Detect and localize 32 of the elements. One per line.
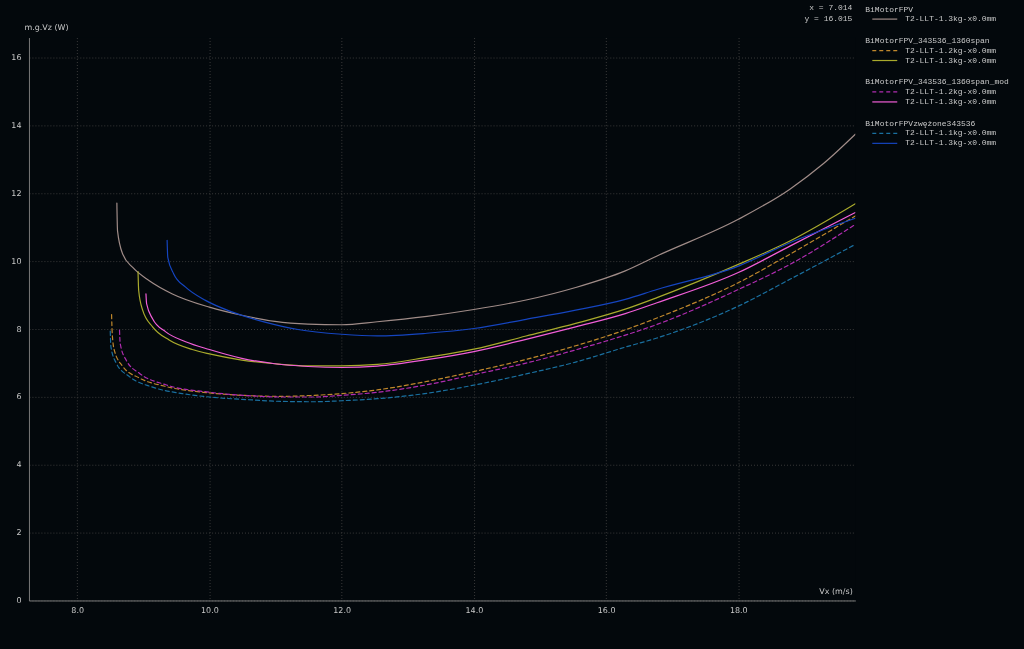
legend-label: T2-LLT-1.1kg-x0.0mm (905, 128, 997, 138)
y-tick-label: 2 (16, 528, 22, 538)
legend-label: T2-LLT-1.2kg-x0.0mm (905, 45, 997, 55)
legend-label: T2-LLT-1.2kg-x0.0mm (905, 86, 997, 96)
y-tick-label: 12 (11, 189, 22, 199)
y-tick-label: 14 (11, 121, 22, 131)
x-tick-label: 10.0 (201, 605, 219, 615)
x-tick-label: 14.0 (465, 605, 484, 615)
line-series (116, 133, 856, 326)
text: BiMotorFPV_343536_1360span_mod (865, 77, 1009, 87)
text: BiMotorFPV_343536_1360span (865, 36, 990, 46)
y-tick-label: 6 (16, 392, 22, 402)
text: BiMotorFPV (865, 4, 914, 14)
legend-label: T2-LLT-1.3kg-x0.0mm (905, 96, 997, 106)
line-series (166, 217, 856, 337)
x-tick-label: 8.0 (71, 605, 85, 615)
y-tick-label: 4 (16, 460, 22, 470)
y-tick-label: 10 (11, 256, 22, 266)
x-tick-label: 12.0 (333, 605, 352, 615)
y-axis-title: m.g.Vz (W) (24, 23, 69, 33)
text: BiMotorFPVzwężone343536 (865, 118, 976, 128)
x-tick-label: 16.0 (597, 605, 616, 615)
x-tick-label: 18.0 (729, 605, 748, 615)
y-tick-label: 16 (11, 53, 22, 63)
legend-label: T2-LLT-1.3kg-x0.0mm (905, 55, 997, 65)
x-axis-title: Vx (m/s) (819, 586, 853, 596)
y-tick-label: 8 (16, 324, 22, 334)
legend-label: T2-LLT-1.3kg-x0.0mm (905, 138, 997, 148)
y-tick-label: 0 (16, 595, 22, 605)
text: y = 16.015 (804, 13, 853, 23)
legend-label: T2-LLT-1.3kg-x0.0mm (905, 14, 997, 24)
text: x = 7.014 (809, 2, 853, 12)
